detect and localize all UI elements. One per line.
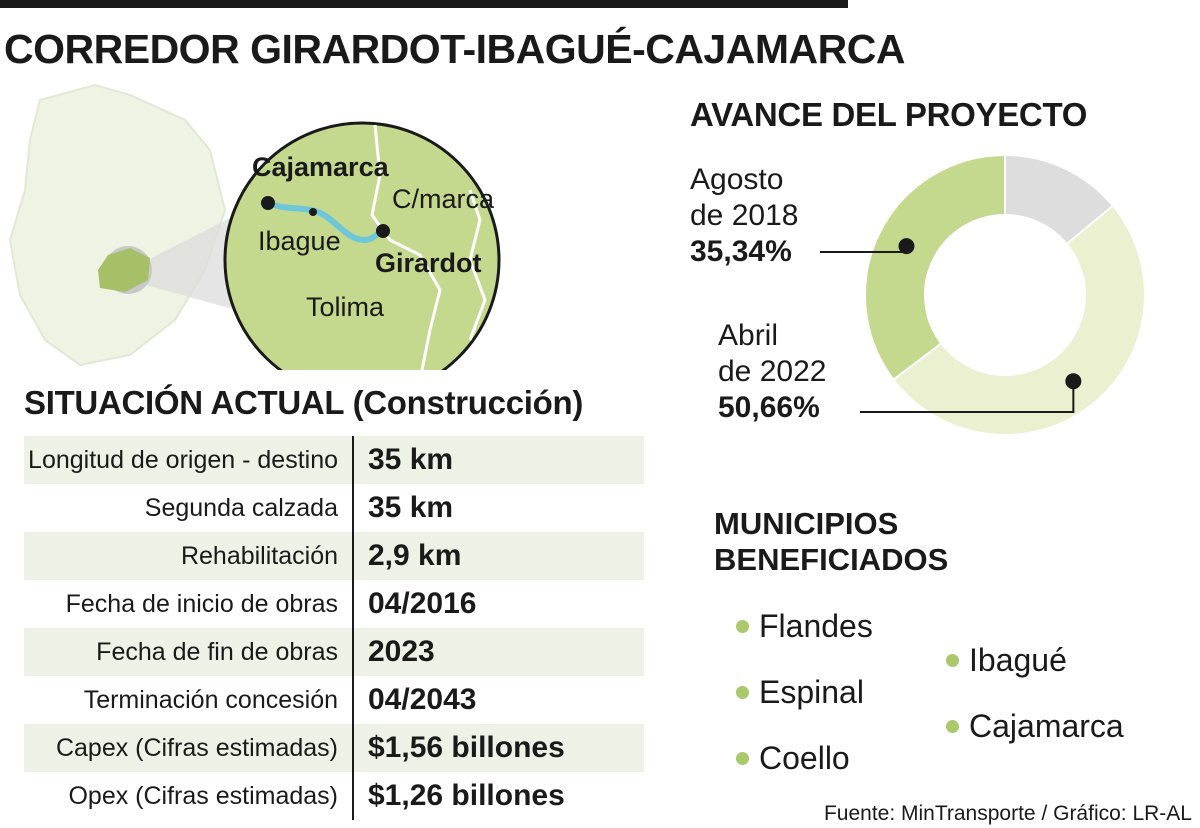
list-item: Flandes (736, 608, 873, 645)
situacion-table: Longitud de origen - destino 35 km Segun… (24, 436, 644, 820)
row-value: $1,56 billones (368, 731, 565, 764)
bullet-dot-icon (946, 720, 959, 734)
row-label: Fecha de fin de obras (24, 628, 354, 676)
list-item: Ibagué (946, 642, 1067, 679)
agosto-2018-leader (820, 246, 908, 253)
table-row: Rehabilitación 2,9 km (24, 532, 644, 580)
highlight-region (98, 248, 150, 292)
label-line: Abril (718, 319, 779, 352)
row-value: 35 km (368, 491, 454, 524)
label-line: de 2022 (718, 355, 827, 388)
bullet-dot-icon (736, 752, 749, 766)
row-value: 35 km (368, 443, 454, 476)
top-rule (0, 0, 848, 8)
progress-donut-chart (820, 153, 1146, 436)
map-label-tolima: Tolima (306, 292, 385, 322)
label-line: Agosto (690, 163, 784, 196)
table-row: Terminación concesión 04/2043 (24, 676, 644, 724)
abril-2022-leader (860, 381, 1075, 413)
row-value: 2023 (368, 635, 435, 668)
list-item: Coello (736, 740, 850, 777)
row-value: 04/2016 (368, 587, 477, 620)
row-label: Segunda calzada (24, 484, 354, 532)
list-item: Cajamarca (946, 708, 1124, 745)
row-label: Terminación concesión (24, 676, 354, 724)
table-row: Segunda calzada 35 km (24, 484, 644, 532)
slice-agosto-2018 (864, 153, 1006, 382)
corridor-route (265, 200, 386, 244)
girardot-marker (376, 224, 390, 238)
row-label: Longitud de origen - destino (24, 436, 354, 484)
label-line: de 2018 (690, 199, 799, 232)
slice-remaining (1004, 153, 1115, 246)
row-label: Capex (Cifras estimadas) (24, 724, 354, 772)
situacion-title: SITUACIÓN ACTUAL (Construcción) (24, 384, 584, 421)
table-row: Opex (Cifras estimadas) $1,26 billones (24, 772, 644, 820)
data-label: 50,66% (718, 391, 820, 424)
map-label-girardot: Girardot (375, 248, 482, 278)
abril-2022-marker (1065, 373, 1082, 390)
map-illustration (8, 83, 501, 370)
row-value: 2,9 km (368, 539, 462, 572)
label-agosto-2018: Agosto de 2018 35,34% (690, 162, 798, 270)
cajamarca-marker (261, 196, 275, 210)
bullet-dot-icon (736, 620, 749, 634)
row-label: Opex (Cifras estimadas) (24, 772, 354, 820)
map-label-ibague: Ibague (258, 226, 341, 256)
map-label-cmarca: C/marca (392, 184, 495, 214)
row-label: Fecha de inicio de obras (24, 580, 354, 628)
table-row: Capex (Cifras estimadas) $1,56 billones (24, 724, 644, 772)
row-value: $1,26 billones (368, 779, 565, 812)
label-abril-2022: Abril de 2022 50,66% (718, 318, 826, 426)
ibague-marker (309, 208, 317, 216)
list-item: Espinal (736, 674, 864, 711)
bullet-dot-icon (736, 686, 749, 700)
avance-title: AVANCE DEL PROYECTO (690, 96, 1088, 133)
source-credit: Fuente: MinTransporte / Gráfico: LR-AL (823, 802, 1192, 825)
table-row: Fecha de fin de obras 2023 (24, 628, 644, 676)
region-border (370, 124, 442, 370)
municipios-title: MUNICIPIOS BENEFICIADOS (714, 506, 949, 577)
table-row: Longitud de origen - destino 35 km (24, 436, 644, 484)
country-silhouette (8, 83, 227, 367)
page-title: CORREDOR GIRARDOT-IBAGUÉ-CAJAMARCA (4, 26, 905, 72)
map-label-cajamarca: Cajamarca (252, 152, 389, 182)
row-label: Rehabilitación (24, 532, 354, 580)
slice-abril-2022 (892, 204, 1146, 436)
river-border (468, 189, 487, 341)
row-value: 04/2043 (368, 683, 477, 716)
data-label: 35,34% (690, 235, 792, 268)
bullet-dot-icon (946, 654, 959, 668)
table-row: Fecha de inicio de obras 04/2016 (24, 580, 644, 628)
zoom-circle (223, 121, 501, 370)
